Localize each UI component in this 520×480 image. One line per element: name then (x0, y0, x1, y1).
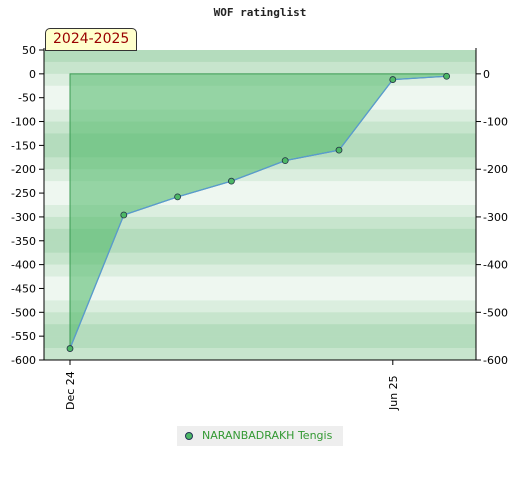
y-tick-label-left: -350 (11, 235, 36, 248)
legend-label: NARANBADRAKH Tengis (202, 429, 333, 442)
y-tick-label-left: -250 (11, 187, 36, 200)
background-band (44, 276, 476, 289)
y-tick-label-left: -150 (11, 139, 36, 152)
background-band (44, 205, 476, 218)
y-tick-label-right: -300 (483, 211, 508, 224)
y-tick-label-left: -550 (11, 330, 36, 343)
y-tick-label-left: -450 (11, 282, 36, 295)
y-tick-label-right: -500 (483, 306, 508, 319)
y-tick-label-left: 50 (22, 44, 36, 57)
background-band (44, 61, 476, 75)
background-band (44, 300, 476, 313)
y-tick-label-left: -100 (11, 116, 36, 129)
data-point (66, 345, 74, 352)
chart-axes (43, 48, 477, 361)
background-band (44, 216, 476, 230)
background-band (44, 50, 476, 63)
background-band (44, 312, 476, 325)
background-band (44, 240, 476, 253)
y-tick-label-left: -300 (11, 211, 36, 224)
data-point (335, 146, 343, 154)
season-annotation: 2024-2025 (45, 28, 138, 51)
legend-swatch-icon (185, 432, 193, 440)
y-tick-label-left: -400 (11, 259, 36, 272)
x-tick-label: Jun 25 (387, 375, 400, 411)
background-band (44, 348, 476, 361)
y-tick-label-right: -600 (483, 354, 508, 367)
background-band (44, 264, 476, 277)
data-point (389, 76, 397, 83)
data-point (227, 177, 235, 185)
data-point (281, 157, 289, 165)
series-points (66, 72, 451, 352)
background-band (44, 324, 476, 337)
background-band (44, 288, 476, 301)
data-point (120, 211, 128, 219)
y-tick-label-left: 0 (29, 68, 36, 81)
y-axis-right-ticks: 0 -100 -200 -300 -400 -500 -600 (476, 68, 508, 367)
y-tick-label-right: -400 (483, 259, 508, 272)
background-band (44, 252, 476, 265)
chart-title: WOF ratinglist (213, 6, 307, 19)
y-tick-label-left: -600 (11, 354, 36, 367)
background-band (44, 228, 476, 242)
y-tick-label-left: -50 (18, 92, 36, 105)
legend[interactable]: NARANBADRAKH Tengis (177, 426, 343, 446)
data-point (174, 193, 182, 201)
y-tick-label-right: 0 (483, 68, 490, 81)
y-tick-label-right: -100 (483, 116, 508, 129)
background-band (44, 336, 476, 349)
data-point (443, 72, 451, 80)
y-tick-label-left: -500 (11, 306, 36, 319)
series-line (69, 75, 447, 349)
y-tick-label-left: -200 (11, 163, 36, 176)
y-axis-left-ticks: 50 0 -50 -100 -150 -200 -250 -300 -350 -400 -450 -5… (11, 44, 44, 367)
y-tick-label-right: -200 (483, 163, 508, 176)
x-tick-label: Dec 24 (64, 371, 77, 410)
x-axis-ticks: Dec 24 Jun 25 (64, 360, 400, 411)
